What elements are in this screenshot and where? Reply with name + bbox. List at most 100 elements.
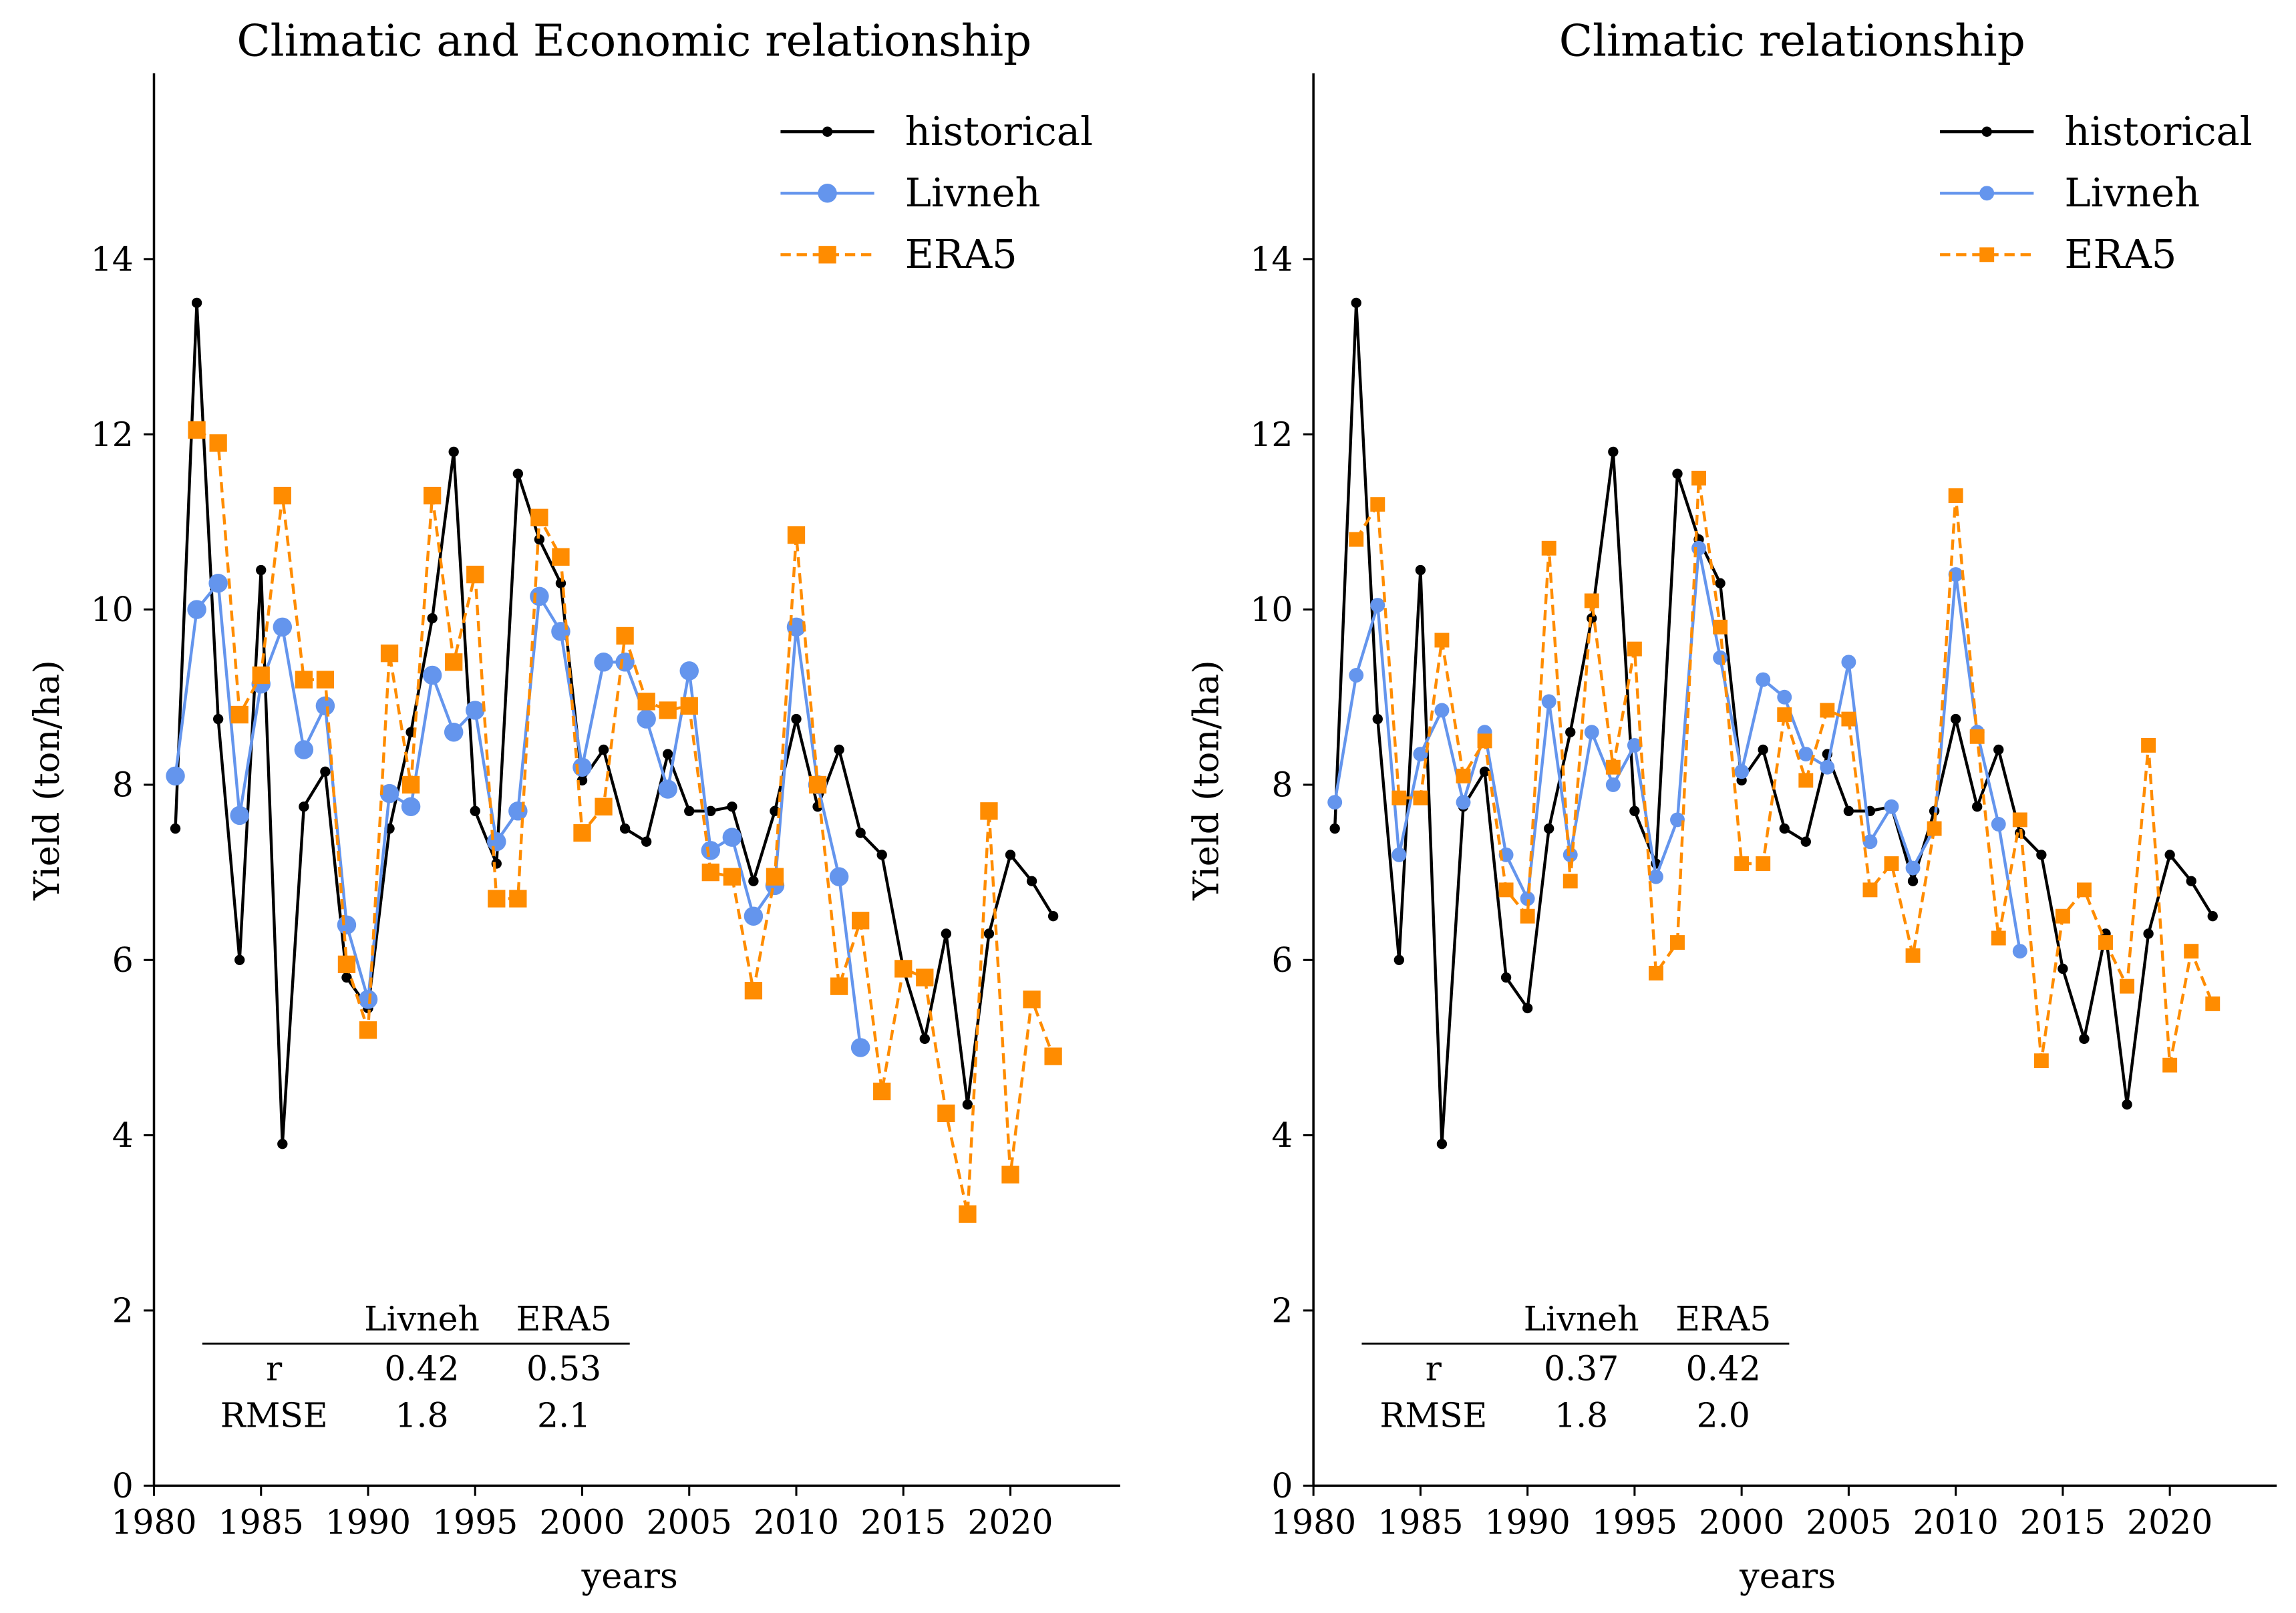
data-point-historical: [1393, 954, 1405, 965]
data-point-era5: [2205, 996, 2221, 1011]
data-point-livneh: [1979, 186, 1995, 201]
data-point-livneh: [337, 915, 357, 935]
table-header: ERA5: [1675, 1299, 1771, 1338]
data-point-era5: [1413, 790, 1428, 805]
x-tick-label: 1995: [432, 1503, 518, 1542]
data-point-livneh: [487, 832, 506, 852]
data-point-era5: [295, 671, 313, 689]
data-point-livneh: [1413, 747, 1428, 761]
data-point-era5: [1905, 948, 1921, 963]
data-point-historical: [705, 805, 716, 816]
table-header: ERA5: [516, 1299, 612, 1338]
data-point-historical: [1047, 911, 1059, 922]
chart-title: Climatic and Economic relationship: [236, 15, 1031, 66]
chart-title: Climatic relationship: [1559, 15, 2025, 66]
data-point-historical: [555, 578, 566, 588]
data-point-historical: [822, 126, 833, 137]
data-point-era5: [1713, 619, 1728, 635]
data-point-historical: [191, 297, 202, 309]
data-point-historical: [1843, 805, 1854, 816]
data-point-historical: [1800, 836, 1811, 847]
data-point-era5: [595, 797, 613, 816]
data-point-historical: [834, 744, 844, 755]
x-tick-label: 2015: [2020, 1503, 2106, 1542]
data-point-era5: [552, 548, 570, 566]
data-point-livneh: [530, 586, 549, 606]
data-point-era5: [766, 868, 784, 886]
data-point-livneh: [658, 779, 677, 799]
data-point-era5: [830, 977, 848, 995]
data-point-livneh: [818, 184, 837, 203]
data-point-livneh: [315, 696, 335, 716]
y-tick-label: 14: [91, 239, 134, 279]
data-point-historical: [1972, 801, 1983, 812]
data-point-livneh: [187, 600, 206, 619]
y-tick-label: 0: [112, 1466, 134, 1505]
legend-label: historical: [905, 108, 1093, 154]
data-point-era5: [445, 653, 463, 671]
data-point-historical: [170, 823, 181, 834]
series-historical: [1329, 297, 2218, 1149]
data-point-era5: [1477, 733, 1492, 749]
data-point-historical: [641, 836, 652, 847]
data-point-era5: [230, 705, 249, 724]
data-point-historical: [534, 534, 545, 545]
data-point-era5: [2055, 908, 2070, 924]
data-point-livneh: [829, 867, 849, 886]
data-point-era5: [1798, 773, 1814, 788]
data-point-historical: [1629, 805, 1640, 816]
legend-label: ERA5: [2064, 231, 2176, 277]
data-point-historical: [1758, 744, 1768, 755]
data-point-era5: [488, 890, 506, 908]
data-point-historical: [320, 766, 331, 777]
y-tick-label: 8: [1271, 765, 1293, 804]
data-point-historical: [2143, 928, 2154, 939]
data-point-era5: [744, 982, 763, 1000]
data-point-historical: [663, 749, 673, 759]
y-tick-label: 2: [1271, 1291, 1293, 1330]
data-point-historical: [876, 850, 887, 860]
panel-climatic-economic: Climatic and Economic relationship 1980 19…: [27, 15, 1120, 1597]
table-row-label: r: [266, 1349, 283, 1389]
data-point-era5: [787, 526, 806, 544]
data-point-historical: [1372, 713, 1383, 725]
table-row-label: r: [1426, 1349, 1442, 1389]
x-tick-label: 1980: [111, 1503, 196, 1542]
legend-label: ERA5: [905, 231, 1017, 277]
data-point-historical: [1026, 876, 1037, 886]
data-point-era5: [1349, 532, 1364, 547]
data-point-historical: [1351, 297, 1361, 309]
data-point-historical: [2036, 850, 2047, 860]
data-point-era5: [401, 775, 420, 794]
y-tick-label: 8: [112, 765, 134, 804]
data-point-historical: [1950, 713, 1961, 725]
data-point-historical: [1479, 766, 1490, 777]
data-point-livneh: [1541, 694, 1556, 709]
data-point-era5: [509, 890, 527, 908]
data-point-era5: [209, 434, 227, 452]
legend: historical Livneh ERA5: [1940, 108, 2253, 277]
data-point-era5: [616, 626, 634, 645]
data-point-era5: [1001, 1166, 1019, 1184]
x-tick-label: 2020: [967, 1503, 1053, 1542]
data-point-historical: [212, 713, 224, 725]
data-point-era5: [2076, 882, 2092, 898]
data-point-livneh: [444, 722, 464, 742]
data-point-era5: [1979, 247, 1995, 262]
data-point-era5: [1498, 882, 1514, 898]
y-tick-label: 12: [1250, 415, 1293, 454]
data-point-livneh: [572, 757, 592, 777]
data-point-era5: [1605, 759, 1621, 775]
data-point-era5: [337, 955, 356, 973]
data-point-era5: [680, 697, 698, 715]
data-point-livneh: [1456, 795, 1471, 810]
data-point-era5: [2162, 1057, 2178, 1073]
data-point-era5: [1969, 729, 1985, 744]
data-point-historical: [2164, 850, 2175, 860]
x-tick-label: 1985: [218, 1503, 304, 1542]
data-point-livneh: [273, 617, 293, 637]
data-point-era5: [1734, 856, 1750, 871]
data-point-era5: [1627, 641, 1642, 657]
y-tick-label: 12: [91, 415, 134, 454]
